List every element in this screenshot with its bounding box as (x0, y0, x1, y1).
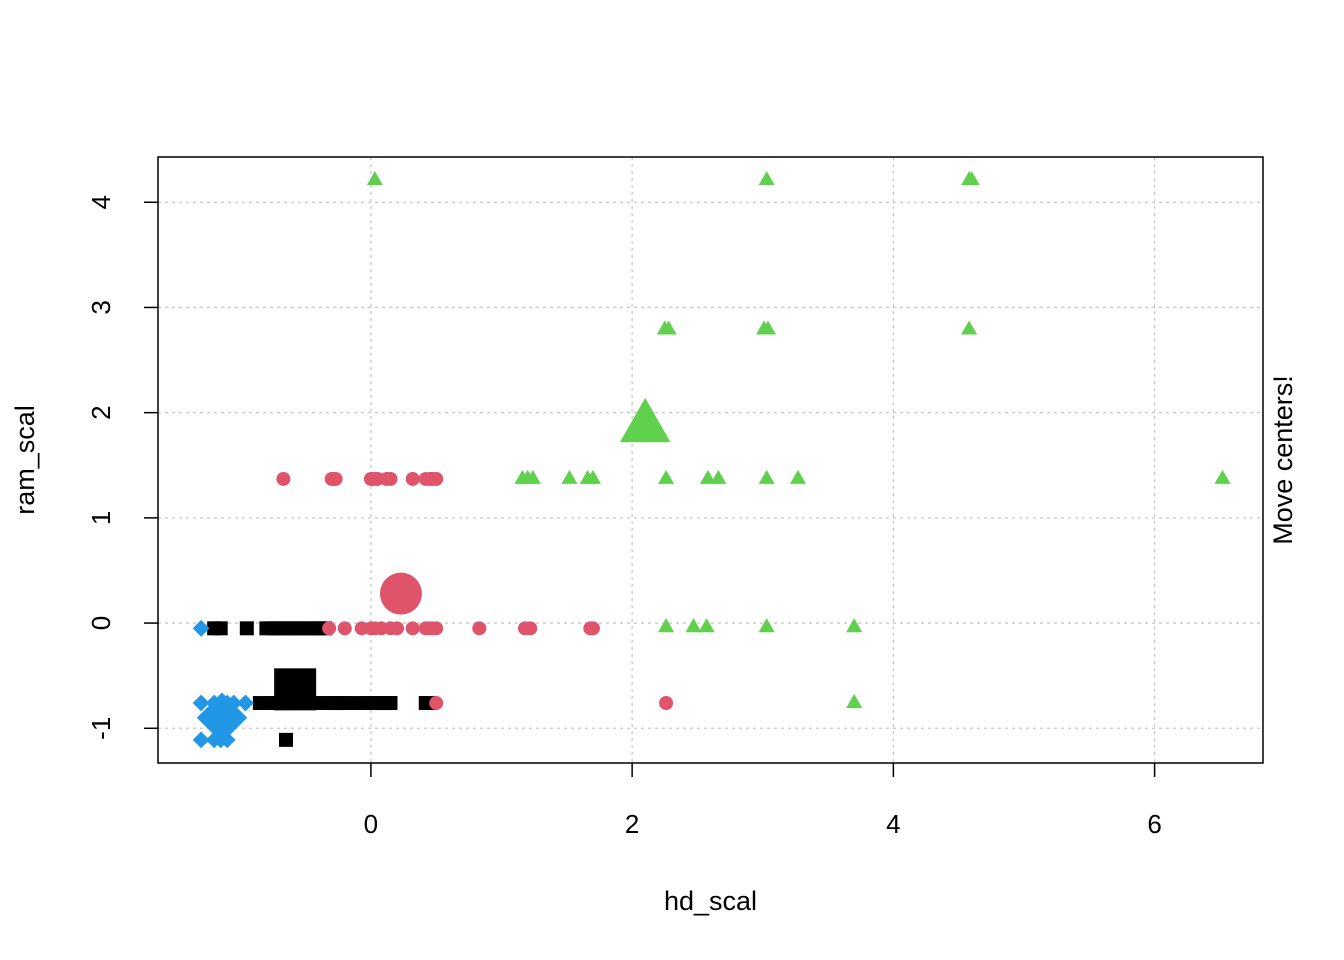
triangle-point (658, 469, 675, 484)
triangle-point (660, 320, 677, 335)
square-point (383, 696, 398, 711)
triangle-point (758, 618, 775, 633)
y-axis: -1 0 1 2 3 4 (86, 195, 158, 740)
y-axis-title: ram_scal (10, 405, 40, 515)
x-axis-title: hd_scal (664, 886, 757, 916)
x-tick-label: 0 (364, 809, 378, 839)
square-point (279, 732, 294, 747)
y-tick-label: 0 (86, 616, 116, 630)
circle-point (390, 621, 405, 636)
triangle-point (846, 693, 863, 709)
square-point (350, 696, 365, 711)
triangle-point (961, 320, 978, 335)
y-tick-label: 1 (86, 511, 116, 525)
triangle-point (561, 469, 578, 484)
circle-point (585, 621, 600, 636)
diamond-point (192, 694, 210, 712)
triangle-point (789, 469, 807, 484)
circle-point (383, 471, 398, 486)
circle-point (429, 471, 444, 486)
triangle-point (710, 469, 727, 484)
triangle-point (366, 171, 383, 186)
side-label-move-centers: Move centers! (1268, 375, 1298, 545)
square-cluster-center (274, 668, 317, 711)
circle-point (405, 621, 420, 636)
triangle-point (759, 320, 777, 335)
plot-frame (157, 156, 1264, 764)
circle-point (472, 621, 487, 636)
triangle-cluster-center (619, 397, 671, 443)
x-axis: 0 2 4 6 (364, 763, 1162, 839)
triangle-point (758, 469, 775, 484)
diamond-cluster-center (196, 692, 248, 743)
triangle-point (758, 171, 775, 186)
diamond-point (192, 731, 210, 749)
y-tick-label: 2 (86, 405, 116, 419)
data-points (192, 171, 1231, 749)
triangle-point (698, 618, 715, 633)
triangle-point (685, 618, 702, 633)
circle-point (523, 621, 538, 636)
triangle-point (963, 171, 980, 186)
circle-cluster-center (379, 572, 422, 615)
diamond-point (237, 694, 254, 712)
square-point (213, 621, 228, 636)
y-tick-label: -1 (86, 717, 116, 740)
circle-point (659, 696, 674, 711)
grid-lines (158, 157, 1263, 763)
x-tick-label: 6 (1147, 809, 1161, 839)
x-tick-label: 4 (886, 809, 900, 839)
circle-point (276, 471, 291, 486)
circle-point (328, 471, 343, 486)
x-tick-label: 2 (625, 809, 639, 839)
circle-point (429, 621, 444, 636)
triangle-point (584, 469, 601, 484)
triangle-point (658, 618, 675, 633)
circle-point (337, 621, 352, 636)
diamond-point (192, 619, 210, 637)
triangle-point (699, 469, 716, 484)
triangle-point (524, 469, 541, 484)
circle-point (429, 696, 444, 711)
y-tick-label: 4 (86, 195, 116, 209)
circle-point (405, 471, 420, 486)
cluster-centers (196, 397, 671, 743)
circle-point (322, 621, 337, 636)
square-point (337, 696, 352, 711)
y-tick-label: 3 (86, 300, 116, 314)
square-point (239, 621, 254, 636)
triangle-point (1214, 469, 1231, 484)
square-point (252, 696, 267, 711)
triangle-point (846, 618, 863, 633)
